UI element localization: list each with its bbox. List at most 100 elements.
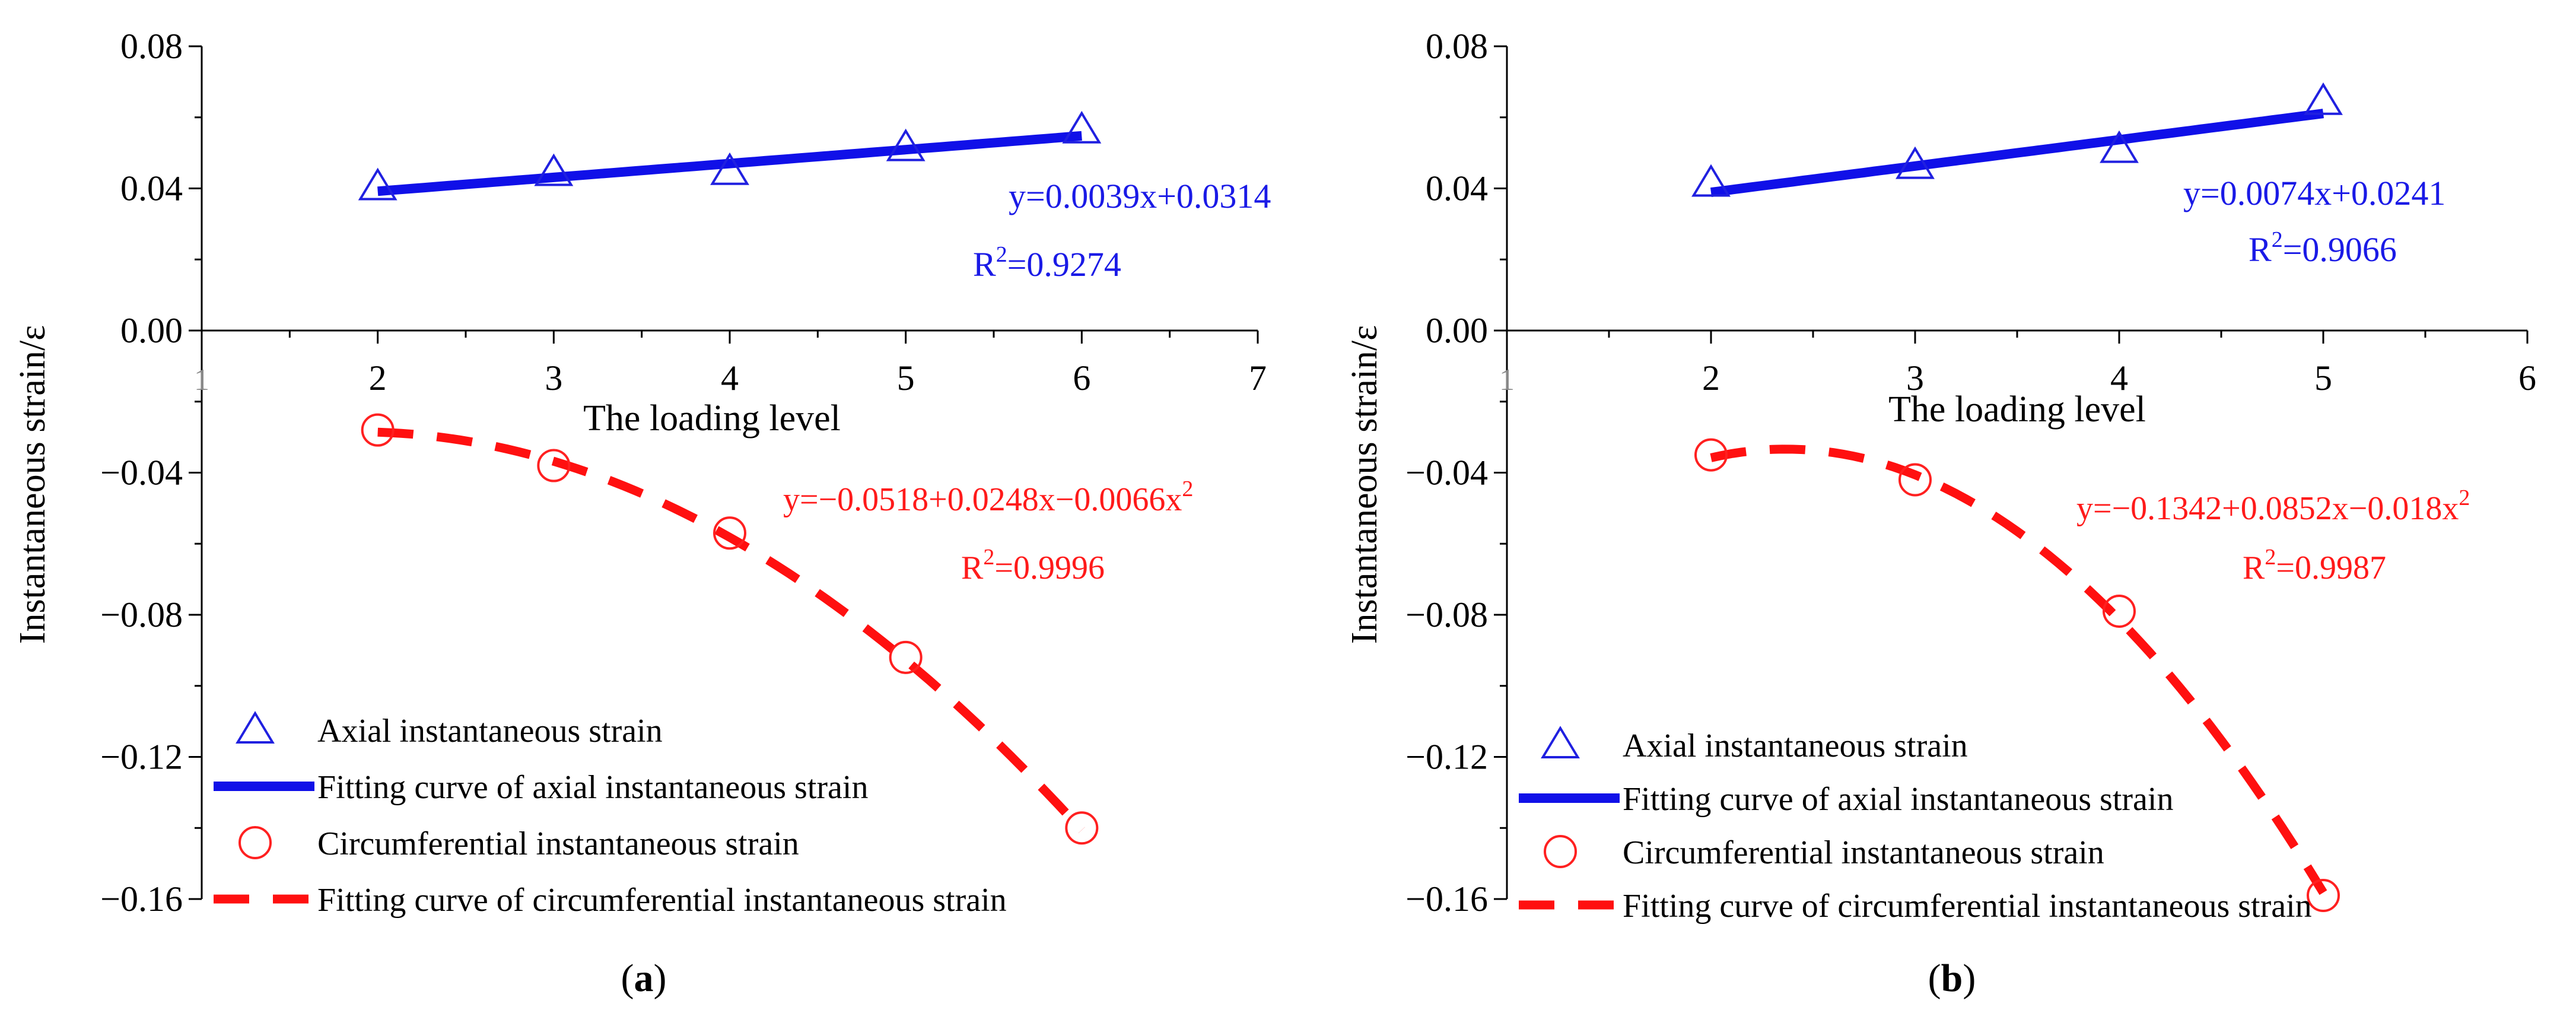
caption-a-letter: a bbox=[634, 957, 654, 1000]
x-tick-label: 2 bbox=[369, 358, 387, 398]
circumferential-equation: y=−0.0518+0.0248x−0.0066x2 bbox=[783, 477, 1193, 518]
axial-r-squared: R2=0.9066 bbox=[2249, 227, 2397, 269]
y-tick-label: −0.12 bbox=[100, 738, 183, 777]
circumferential-point bbox=[2103, 595, 2136, 628]
x-origin-label: 1 bbox=[1499, 363, 1515, 397]
circumferential-r-squared: R2=0.9987 bbox=[2243, 545, 2386, 586]
y-tick-label: 0.04 bbox=[1426, 169, 1488, 208]
axial-point bbox=[534, 153, 574, 186]
x-tick-label: 4 bbox=[2110, 358, 2128, 398]
y-tick-label: −0.16 bbox=[100, 879, 183, 919]
circumferential-point bbox=[713, 516, 746, 550]
axial-point bbox=[2304, 82, 2343, 115]
axial-fit-line bbox=[1710, 109, 2324, 198]
axial-fit-line bbox=[377, 131, 1082, 196]
axial-r2-value: =0.9066 bbox=[2283, 230, 2397, 269]
y-tick-label: −0.08 bbox=[1405, 595, 1488, 634]
legend-entry-label: Axial instantaneous strain bbox=[1623, 728, 1968, 764]
circ-r2-prefix: R bbox=[961, 550, 984, 586]
legend-entry-label: Fitting curve of axial instantaneous str… bbox=[317, 769, 868, 806]
chart-panel-b: 0.08 0.04 0.00 −0.04 −0.08 −0.12 −0.16 2 3 4 5 6 1 Th… bbox=[1344, 27, 2536, 925]
axial-equation: y=0.0039x+0.0314 bbox=[1009, 177, 1271, 215]
axial-point bbox=[1896, 146, 1935, 179]
caption-b: (b) bbox=[1928, 957, 1976, 1000]
axial-r-squared: R2=0.9274 bbox=[973, 242, 1121, 284]
y-tick-label: −0.04 bbox=[1405, 453, 1488, 493]
axial-point bbox=[710, 152, 749, 185]
x-tick-label: 7 bbox=[1249, 358, 1267, 398]
legend-entry-label: Axial instantaneous strain bbox=[317, 713, 663, 749]
axial-point bbox=[2100, 130, 2139, 163]
y-tick-label: 0.08 bbox=[120, 27, 183, 66]
y-axis-label: Instantaneous strain/ε bbox=[1344, 325, 1385, 644]
chart-panel-a: 0.08 0.04 0.00 −0.04 −0.08 −0.12 −0.16 2 3 4 5 6 7 1 T… bbox=[12, 27, 1271, 919]
circ-r2-value: =0.9996 bbox=[994, 550, 1105, 586]
legend-circle-icon bbox=[238, 826, 272, 859]
axial-point bbox=[1691, 164, 1731, 197]
x-tick-label: 2 bbox=[1702, 358, 1720, 398]
caption-a-open: ( bbox=[621, 957, 634, 1000]
legend-circle-icon bbox=[1544, 835, 1577, 868]
circ-r2-sup: 2 bbox=[2265, 545, 2276, 570]
circ-eq-sup: 2 bbox=[2459, 485, 2470, 510]
caption-b-letter: b bbox=[1941, 957, 1963, 1000]
y-tick-label: −0.04 bbox=[100, 453, 183, 493]
axial-point bbox=[886, 128, 926, 161]
circumferential-fit-curve bbox=[377, 427, 1085, 833]
circumferential-equation: y=−0.1342+0.0852x−0.018x2 bbox=[2076, 485, 2470, 527]
x-tick-label: 4 bbox=[721, 358, 739, 398]
circ-eq-main: y=−0.0518+0.0248x−0.0066x bbox=[783, 481, 1182, 518]
axial-point bbox=[358, 167, 397, 201]
x-tick-label: 3 bbox=[545, 358, 562, 398]
caption-b-open: ( bbox=[1928, 957, 1941, 1000]
axial-equation: y=0.0074x+0.0241 bbox=[2183, 174, 2445, 212]
circ-r2-prefix: R bbox=[2243, 550, 2265, 586]
circumferential-point bbox=[537, 449, 571, 482]
axial-r2-prefix: R bbox=[2249, 230, 2272, 269]
circumferential-point bbox=[2307, 879, 2340, 913]
x-tick-label: 6 bbox=[2518, 358, 2536, 398]
circ-r2-sup: 2 bbox=[983, 545, 994, 570]
axial-r2-sup: 2 bbox=[996, 242, 1007, 267]
legend-triangle-icon bbox=[236, 711, 275, 744]
circ-r2-value: =0.9987 bbox=[2276, 550, 2386, 586]
legend-entry-label: Circumferential instantaneous strain bbox=[317, 825, 799, 862]
x-tick-label: 6 bbox=[1073, 358, 1090, 398]
axial-r2-value: =0.9274 bbox=[1007, 245, 1121, 284]
circumferential-point bbox=[1898, 463, 1932, 497]
y-tick-label: 0.00 bbox=[1426, 311, 1488, 350]
x-tick-label: 5 bbox=[897, 358, 915, 398]
y-tick-label: −0.12 bbox=[1405, 738, 1488, 777]
circumferential-point bbox=[1065, 811, 1099, 845]
axial-r2-prefix: R bbox=[973, 245, 996, 284]
y-tick-label: −0.08 bbox=[100, 595, 183, 634]
circ-eq-main: y=−0.1342+0.0852x−0.018x bbox=[2076, 490, 2459, 527]
legend-entry-label: Fitting curve of axial instantaneous str… bbox=[1623, 781, 2173, 818]
legend-entry-label: Fitting curve of circumferential instant… bbox=[317, 882, 1007, 919]
axial-point bbox=[1062, 110, 1102, 144]
x-axis-label: The loading level bbox=[583, 398, 841, 439]
y-tick-label: −0.16 bbox=[1405, 879, 1488, 919]
caption-b-close: ) bbox=[1963, 957, 1976, 1000]
caption-a-close: ) bbox=[654, 957, 667, 1000]
x-tick-label: 3 bbox=[1906, 358, 1924, 398]
legend-entry-label: Circumferential instantaneous strain bbox=[1623, 834, 2104, 871]
y-tick-label: 0.08 bbox=[1426, 27, 1488, 66]
circumferential-r-squared: R2=0.9996 bbox=[961, 545, 1105, 586]
y-axis-label: Instantaneous strain/ε bbox=[12, 325, 53, 644]
circumferential-point bbox=[1694, 438, 1728, 472]
axial-r2-sup: 2 bbox=[2272, 227, 2283, 252]
legend-entry-label: Fitting curve of circumferential instant… bbox=[1623, 888, 2312, 925]
y-tick-label: 0.00 bbox=[120, 311, 183, 350]
x-tick-label: 5 bbox=[2314, 358, 2332, 398]
circumferential-fit-curve bbox=[1710, 444, 2327, 895]
legend-triangle-icon bbox=[1541, 726, 1580, 758]
y-tick-label: 0.04 bbox=[120, 169, 183, 208]
x-origin-label: 1 bbox=[194, 363, 209, 397]
circ-eq-sup: 2 bbox=[1182, 477, 1193, 501]
circumferential-point bbox=[889, 640, 923, 674]
caption-a: (a) bbox=[621, 957, 667, 1000]
x-axis-label: The loading level bbox=[1888, 389, 2146, 430]
circumferential-point bbox=[361, 413, 395, 447]
